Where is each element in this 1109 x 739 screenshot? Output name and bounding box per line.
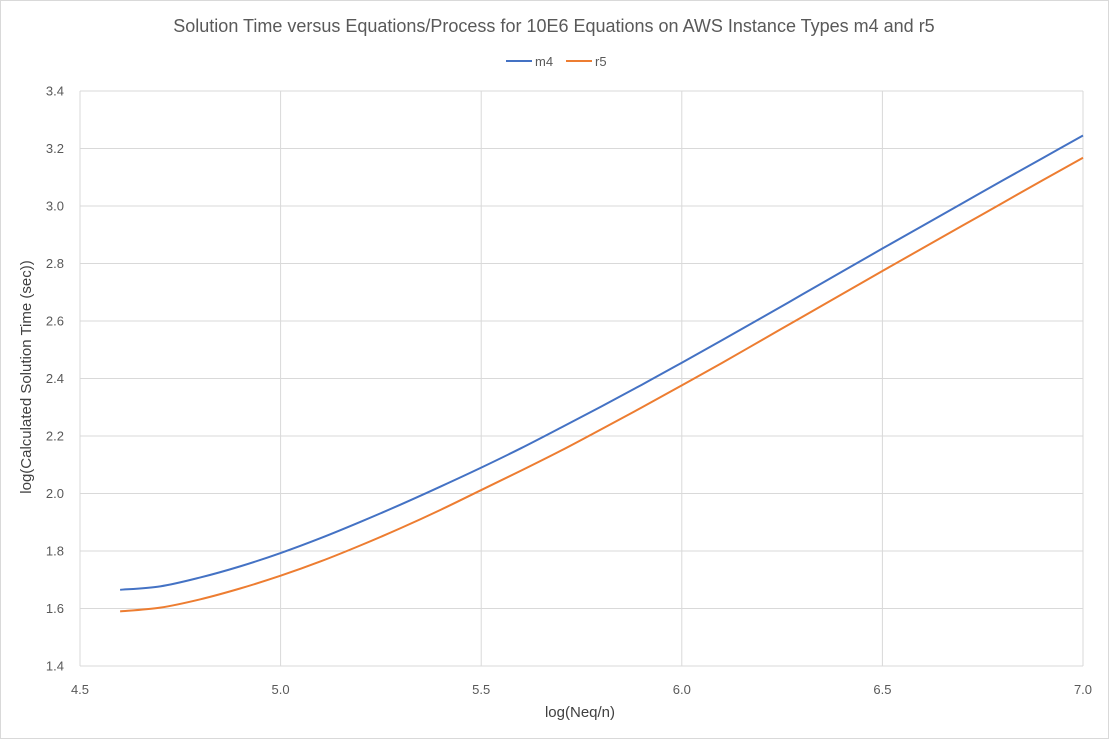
x-axis-label: log(Neq/n)	[545, 704, 615, 721]
legend-label-m4: m4	[535, 54, 553, 69]
y-tick-label: 3.2	[46, 141, 64, 156]
x-tick-label: 5.0	[272, 682, 290, 697]
y-tick-label: 2.6	[46, 314, 64, 329]
series-line-r5	[120, 156, 1084, 613]
y-tick-label: 2.0	[46, 486, 64, 501]
y-tick-label: 3.4	[46, 84, 64, 99]
y-tick-label: 2.8	[46, 256, 64, 271]
series-lines	[120, 134, 1084, 613]
x-tick-label: 5.5	[472, 682, 490, 697]
legend: m4 r5	[506, 54, 607, 69]
x-tick-label: 6.5	[873, 682, 891, 697]
gridlines	[79, 90, 1084, 667]
x-axis-ticks: 4.5 5.0 5.5 6.0 6.5 7.0	[71, 682, 1092, 697]
y-axis-ticks: 1.4 1.6 1.8 2.0 2.2 2.4 2.6 2.8 3.0 3.2 3.4	[46, 84, 64, 674]
y-tick-label: 2.2	[46, 429, 64, 444]
y-tick-label: 3.0	[46, 199, 64, 214]
chart-title: Solution Time versus Equations/Process f…	[173, 16, 934, 36]
y-tick-label: 2.4	[46, 371, 64, 386]
x-tick-label: 7.0	[1074, 682, 1092, 697]
x-tick-label: 6.0	[673, 682, 691, 697]
legend-label-r5: r5	[595, 54, 607, 69]
y-tick-label: 1.8	[46, 544, 64, 559]
x-tick-label: 4.5	[71, 682, 89, 697]
y-axis-label: log(Calculated Solution Time (sec))	[18, 260, 35, 493]
y-tick-label: 1.4	[46, 659, 64, 674]
y-tick-label: 1.6	[46, 601, 64, 616]
series-line-m4	[120, 134, 1084, 591]
